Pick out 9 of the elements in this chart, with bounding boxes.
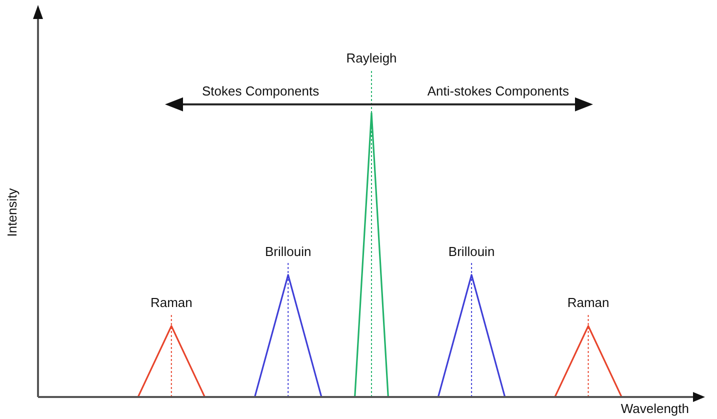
- series-label: Raman: [567, 295, 610, 310]
- text: Rayleigh: [346, 50, 397, 66]
- series-label: Raman: [150, 295, 192, 310]
- y-axis-title: Intensity: [4, 188, 20, 237]
- x-axis-title: Wavelength: [620, 401, 689, 416]
- series-label: Brillouin: [265, 244, 312, 259]
- series-label: Brillouin: [448, 244, 495, 259]
- text: Anti-stokes Components: [427, 84, 570, 98]
- text: Stokes Components: [202, 84, 320, 98]
